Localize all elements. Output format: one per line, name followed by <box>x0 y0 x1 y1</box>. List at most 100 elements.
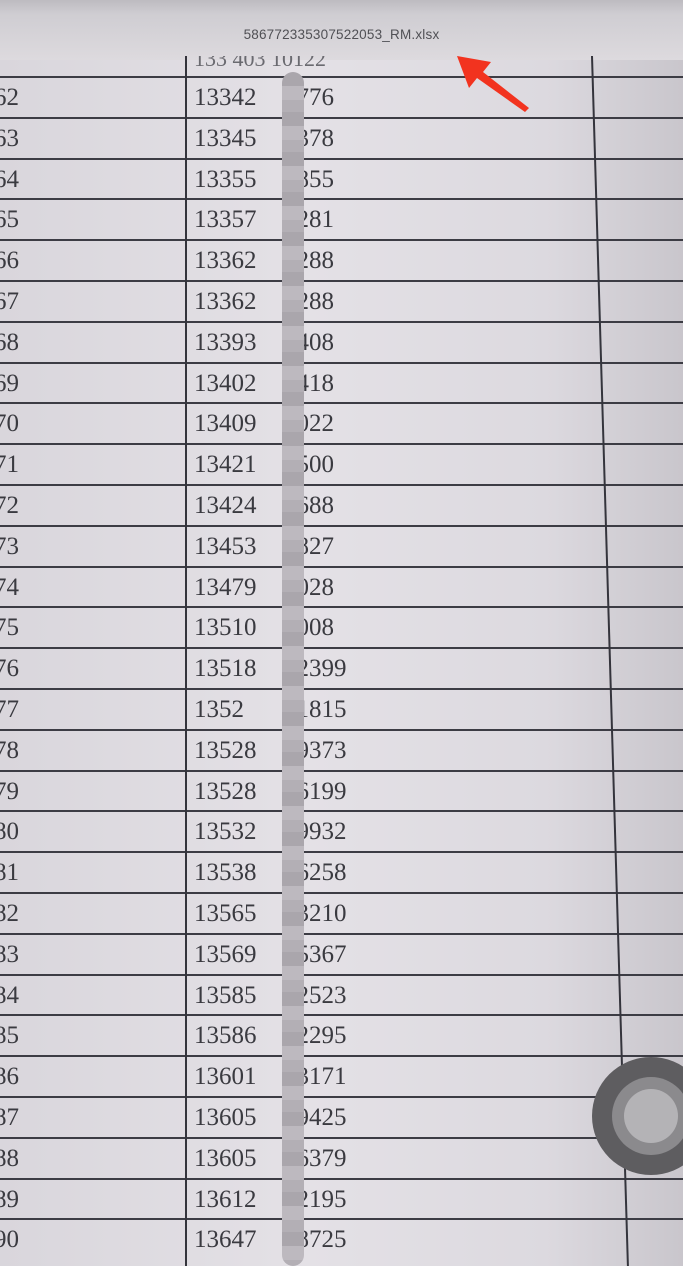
table-row: 68 13393 9408 <box>0 320 683 362</box>
row-index: 88 <box>0 1144 19 1172</box>
table-row: 72 13424 7688 <box>0 484 683 525</box>
phone-number: 13647 78725 <box>194 1226 347 1254</box>
table-row: 80 13532 79932 <box>0 810 683 851</box>
phone-number: 13605 56379 <box>194 1145 347 1173</box>
table-row: 67 13362 2288 <box>0 280 683 321</box>
number-prefix: 13409 <box>194 410 257 438</box>
number-prefix: 13528 <box>194 736 257 764</box>
phone-number: 13601 93171 <box>194 1063 347 1091</box>
row-index: 90 <box>0 1226 19 1254</box>
number-prefix: 13532 <box>194 818 257 846</box>
table-row: 74 13479 4028 <box>0 565 683 607</box>
table-row: 75 13510 5008 <box>0 606 683 647</box>
phone-number: 13528 06199 <box>194 778 347 806</box>
file-title-bar <box>0 0 683 60</box>
file-title: 586772335307522053_RM.xlsx <box>243 27 440 42</box>
table-row: 89 13612 52195 <box>0 1177 683 1219</box>
phone-number: 13585 52523 <box>194 982 347 1010</box>
number-prefix: 13569 <box>194 940 257 968</box>
phone-number: 13421 0500 <box>194 451 334 479</box>
number-prefix: 13355 <box>194 165 257 193</box>
phone-number: 13393 9408 <box>194 329 334 357</box>
row-index: 70 <box>0 410 19 438</box>
table-row: 84 13585 52523 <box>0 973 683 1015</box>
number-prefix: 13479 <box>194 573 257 601</box>
phone-number: 13453 9827 <box>194 533 334 561</box>
table-row: 81 13538 06258 <box>0 851 683 892</box>
number-prefix: 13605 <box>194 1104 257 1131</box>
number-prefix: 13453 <box>194 532 257 560</box>
table-row: 77 1352 91815 <box>0 688 683 729</box>
row-index: 87 <box>0 1104 19 1131</box>
number-prefix: 13510 <box>194 614 257 642</box>
phone-number: 13586 22295 <box>194 1022 347 1050</box>
phone-number: 13518 22399 <box>194 655 347 683</box>
phone-number: 13402 1418 <box>194 370 334 398</box>
row-index: 75 <box>0 614 19 642</box>
table-row: 73 13453 9827 <box>0 524 683 566</box>
row-index: 63 <box>0 124 19 152</box>
phone-number: 13605 99425 <box>194 1104 347 1132</box>
phone-number: 13612 52195 <box>194 1186 347 1214</box>
column-divider <box>185 56 187 1266</box>
phone-number: 13510 5008 <box>194 614 334 642</box>
number-prefix: 13565 <box>194 900 257 927</box>
number-prefix: 13601 <box>194 1063 257 1091</box>
row-index: 65 <box>0 206 19 234</box>
number-prefix: 13586 <box>194 1022 257 1050</box>
table-row: 65 13357 2281 <box>0 198 683 239</box>
table-row: 83 13569 25367 <box>0 932 683 974</box>
table-row: 87 13605 99425 <box>0 1096 683 1137</box>
phone-number: 13409 4022 <box>194 410 334 438</box>
phone-number: 13424 7688 <box>194 492 334 520</box>
phone-number: 13528 19373 <box>194 737 347 765</box>
phone-number: 13569 25367 <box>194 941 347 969</box>
row-index: 69 <box>0 369 19 397</box>
row-index: 73 <box>0 532 19 560</box>
table-row: 90 13647 78725 <box>0 1218 683 1259</box>
row-index: 71 <box>0 451 19 479</box>
row-index: 64 <box>0 165 19 193</box>
phone-number: 13532 79932 <box>194 818 347 846</box>
row-index: 81 <box>0 859 19 887</box>
row-index: 77 <box>0 696 19 723</box>
number-prefix: 13357 <box>194 206 257 234</box>
number-prefix: 13585 <box>194 981 257 1009</box>
row-index: 72 <box>0 492 19 519</box>
phone-number: 1352 91815 <box>194 696 347 724</box>
assistive-touch-button[interactable] <box>592 1057 683 1175</box>
table-row: 62 13342 8776 <box>0 76 683 117</box>
number-prefix: 13345 <box>194 124 257 152</box>
phone-number: 13538 06258 <box>194 859 347 887</box>
number-prefix: 13421 <box>194 451 257 479</box>
phone-number: 13345 7378 <box>194 125 334 153</box>
number-prefix: 13528 <box>194 777 257 805</box>
table-row: 78 13528 19373 <box>0 728 683 770</box>
red-arrow-icon <box>457 56 529 112</box>
number-prefix: 13393 <box>194 328 257 356</box>
phone-number: 13355 2855 <box>194 166 334 194</box>
table-row: 86 13601 93171 <box>0 1055 683 1096</box>
phone-number: 13479 4028 <box>194 574 334 602</box>
row-index: 68 <box>0 328 19 356</box>
row-index: 78 <box>0 736 19 764</box>
table-row: 63 13345 7378 <box>0 116 683 158</box>
row-index: 89 <box>0 1185 19 1213</box>
number-prefix: 13538 <box>194 859 257 887</box>
row-index: 85 <box>0 1022 19 1050</box>
partial-row-number: 133 403 10122 <box>194 46 326 71</box>
number-prefix: 13362 <box>194 288 257 315</box>
row-index: 76 <box>0 655 19 683</box>
row-index: 62 <box>0 84 19 111</box>
table-row: 76 13518 22399 <box>0 647 683 688</box>
row-index: 83 <box>0 940 19 968</box>
number-prefix: 13518 <box>194 655 257 683</box>
table-row: 64 13355 2855 <box>0 157 683 199</box>
phone-number: 13565 53210 <box>194 900 347 928</box>
phone-number: 13357 2281 <box>194 206 334 234</box>
phone-number: 13362 2288 <box>194 288 334 316</box>
row-index: 84 <box>0 981 19 1009</box>
table-row: 71 13421 0500 <box>0 443 683 484</box>
row-index: 74 <box>0 573 19 601</box>
table-row: 82 13565 53210 <box>0 892 683 933</box>
